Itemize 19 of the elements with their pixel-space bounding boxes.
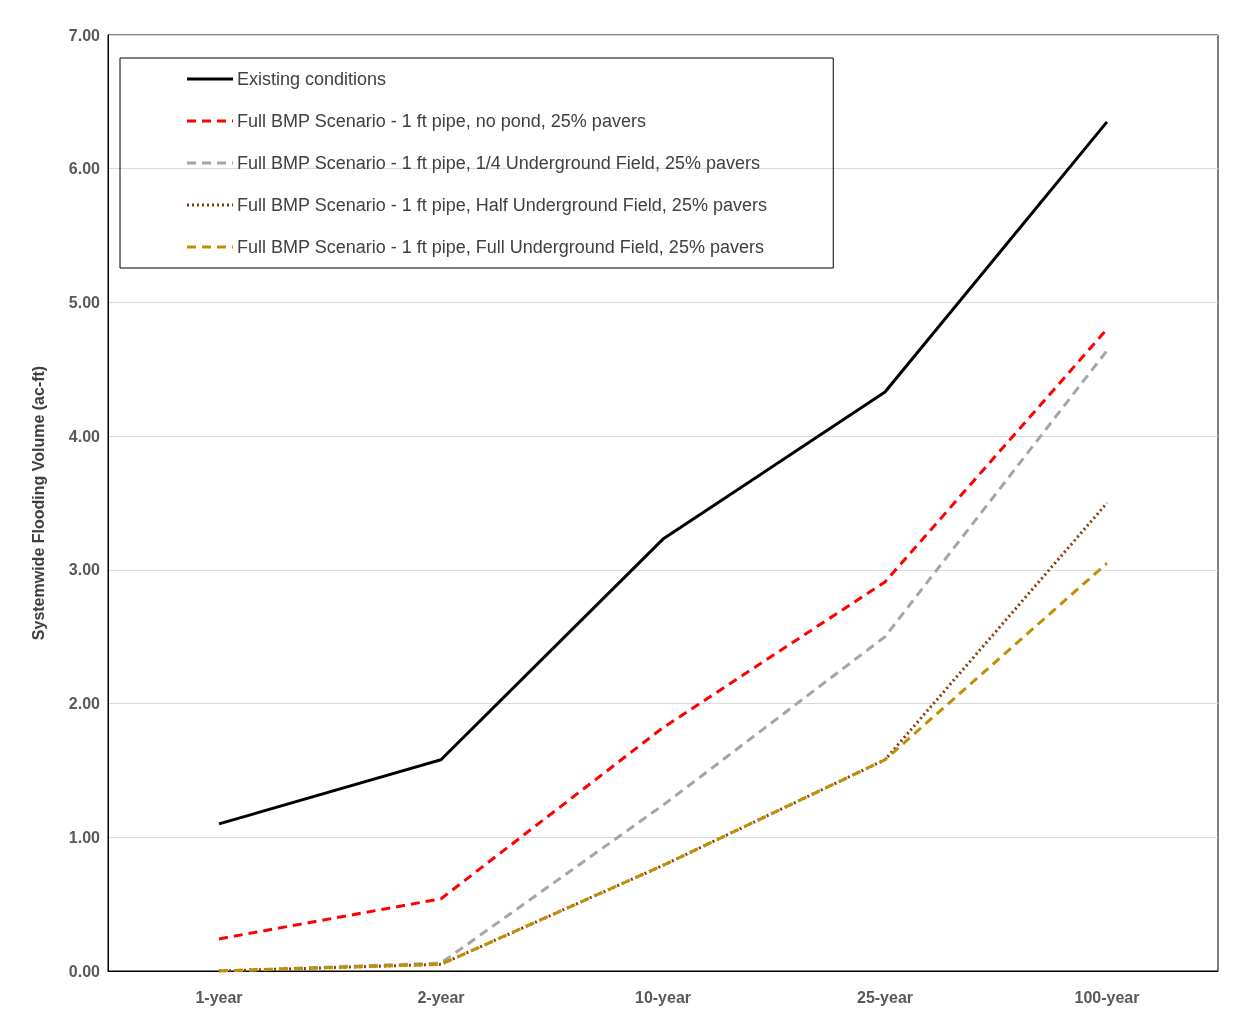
y-tick-label: 4.00 [68,427,101,445]
y-tick-label: 2.00 [68,695,101,713]
x-tick-label: 1-year [195,988,243,1006]
legend-label: Full BMP Scenario - 1 ft pipe, Full Underground Field, 25% pavers [237,237,764,257]
legend-label: Full BMP Scenario - 1 ft pipe, no pond, 25% pavers [237,111,646,131]
x-tick-label: 25-year [856,988,914,1006]
x-tick-label: 10-year [634,988,692,1006]
y-axis-title: Systemwide Flooding Volume (ac-ft) [29,365,47,641]
y-tick-label: 3.00 [68,561,101,579]
x-tick-label: 2-year [417,988,465,1006]
y-tick-label: 6.00 [68,160,101,178]
y-tick-label: 7.00 [68,26,101,44]
y-tick-label: 1.00 [68,828,101,846]
legend-label: Full BMP Scenario - 1 ft pipe, 1/4 Underground Field, 25% pavers [237,153,760,173]
x-tick-label: 100-year [1074,988,1140,1006]
legend-label: Existing conditions [237,69,387,89]
y-tick-label: 0.00 [68,962,101,980]
y-tick-label: 5.00 [68,293,101,311]
legend-label: Full BMP Scenario - 1 ft pipe, Half Underground Field, 25% pavers [237,195,767,215]
